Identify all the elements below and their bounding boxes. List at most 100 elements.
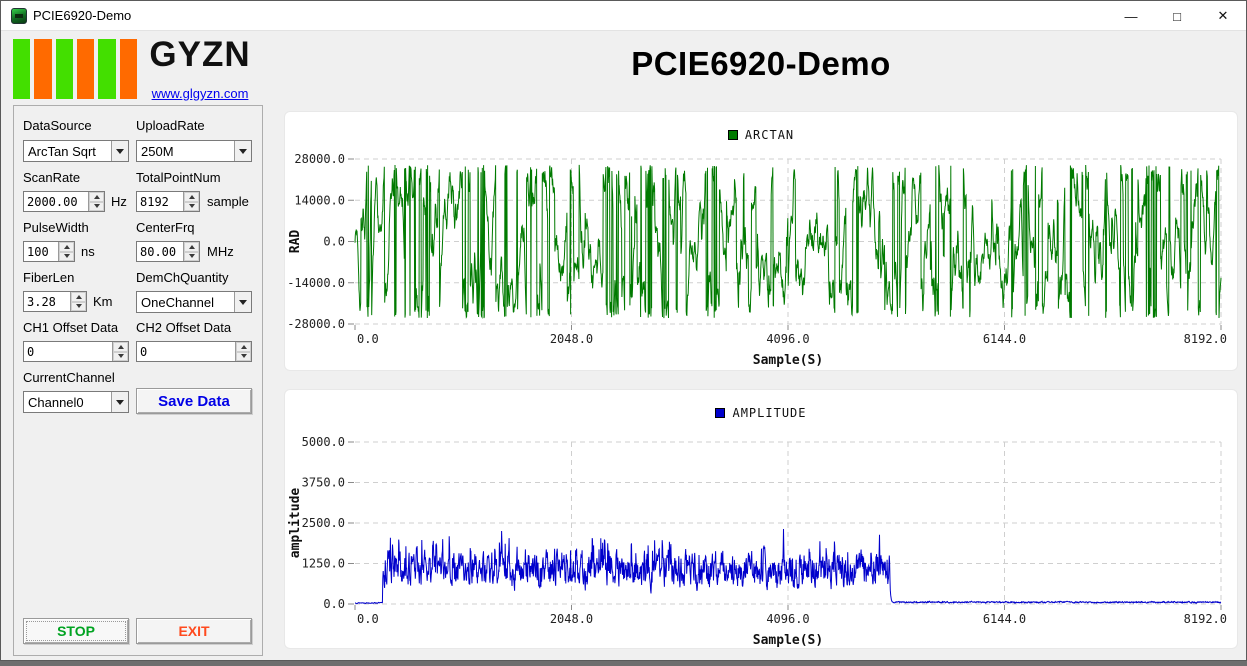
logo-bar [98, 39, 116, 99]
spinner-buttons[interactable] [183, 192, 199, 211]
spinner-buttons[interactable] [58, 242, 74, 261]
exit-button[interactable]: EXIT [136, 618, 252, 644]
spin-up-icon [117, 344, 124, 349]
datasource-select[interactable]: ArcTan Sqrt [23, 140, 129, 162]
app-icon [11, 8, 27, 24]
datasource-label: DataSource [23, 118, 92, 133]
ch1-offset-label: CH1 Offset Data [23, 320, 119, 335]
svg-text:2500.0: 2500.0 [302, 516, 345, 530]
svg-text:5000.0: 5000.0 [302, 435, 345, 449]
scanrate-input[interactable]: 2000.00 [23, 191, 105, 212]
currentchannel-label: CurrentChannel [23, 370, 115, 385]
spin-up-icon [63, 244, 70, 249]
chevron-down-icon[interactable] [111, 141, 128, 161]
uploadrate-select[interactable]: 250M [136, 140, 252, 162]
logo [13, 39, 137, 99]
svg-text:28000.0: 28000.0 [294, 152, 345, 166]
spinner-buttons[interactable] [112, 342, 128, 361]
spin-up-icon [93, 194, 100, 199]
pulsewidth-input[interactable]: 100 [23, 241, 75, 262]
demchquantity-label: DemChQuantity [136, 270, 229, 285]
spinner-buttons[interactable] [88, 192, 104, 211]
website-link[interactable]: www.glgyzn.com [151, 86, 249, 101]
svg-text:6144.0: 6144.0 [983, 332, 1026, 346]
spin-up-icon [75, 294, 82, 299]
svg-text:0.0: 0.0 [357, 612, 379, 626]
svg-text:8192.0: 8192.0 [1184, 612, 1227, 626]
spin-down-icon [188, 204, 195, 209]
totalpointnum-unit: sample [207, 194, 249, 209]
chevron-down-icon[interactable] [234, 141, 251, 161]
spin-down-icon [63, 254, 70, 259]
svg-text:1250.0: 1250.0 [302, 557, 345, 571]
save-data-button[interactable]: Save Data [136, 388, 252, 414]
svg-text:4096.0: 4096.0 [766, 612, 809, 626]
svg-text:-14000.0: -14000.0 [287, 276, 345, 290]
svg-text:0.0: 0.0 [323, 235, 345, 249]
amplitude-chart-panel: AMPLITUDE 5000.0 3750.0 2500.0 1250.0 0.0 0.0… [284, 389, 1238, 649]
svg-text:3750.0: 3750.0 [302, 476, 345, 490]
svg-text:8192.0: 8192.0 [1184, 332, 1227, 346]
svg-text:14000.0: 14000.0 [294, 193, 345, 207]
svg-text:Sample(S): Sample(S) [753, 633, 823, 648]
brand-name: GYZN [149, 35, 251, 74]
spin-up-icon [188, 194, 195, 199]
spin-down-icon [240, 354, 247, 359]
logo-bar [119, 39, 137, 99]
spin-down-icon [117, 354, 124, 359]
logo-bar [34, 39, 52, 99]
svg-text:Sample(S): Sample(S) [753, 353, 823, 368]
spinner-buttons[interactable] [70, 292, 86, 311]
logo-bar [55, 39, 73, 99]
fiberlen-label: FiberLen [23, 270, 75, 285]
amplitude-legend: AMPLITUDE [285, 406, 1237, 420]
spinner-buttons[interactable] [183, 242, 199, 261]
amplitude-chart: 5000.0 3750.0 2500.0 1250.0 0.0 0.0 2048.0 4096… [288, 435, 1227, 648]
spin-up-icon [188, 244, 195, 249]
spin-down-icon [93, 204, 100, 209]
ch2-offset-label: CH2 Offset Data [136, 320, 232, 335]
close-button[interactable]: ✕ [1217, 8, 1229, 23]
centerfrq-input[interactable]: 80.00 [136, 241, 200, 262]
spin-up-icon [240, 344, 247, 349]
settings-groupbox [13, 105, 263, 656]
arctan-chart: 28000.0 14000.0 0.0 -14000.0 -28000.0 0.0 2048… [287, 152, 1227, 368]
chevron-down-icon[interactable] [111, 392, 128, 412]
svg-text:RAD: RAD [288, 230, 303, 254]
svg-text:2048.0: 2048.0 [550, 332, 593, 346]
chevron-down-icon[interactable] [234, 292, 251, 312]
spin-down-icon [75, 304, 82, 309]
stop-button[interactable]: STOP [23, 618, 129, 644]
svg-text:4096.0: 4096.0 [766, 332, 809, 346]
minimize-button[interactable]: — [1124, 8, 1138, 24]
fiberlen-input[interactable]: 3.28 [23, 291, 87, 312]
totalpointnum-input[interactable]: 8192 [136, 191, 200, 212]
fiberlen-unit: Km [93, 294, 113, 309]
centerfrq-label: CenterFrq [136, 220, 195, 235]
svg-text:6144.0: 6144.0 [983, 612, 1026, 626]
legend-swatch-icon [727, 130, 738, 140]
spinner-buttons[interactable] [235, 342, 251, 361]
spin-down-icon [188, 254, 195, 259]
totalpointnum-label: TotalPointNum [136, 170, 221, 185]
page-title: PCIE6920-Demo [631, 45, 891, 82]
logo-bar [13, 39, 31, 99]
title-bar: PCIE6920-Demo — □ ✕ [1, 1, 1246, 31]
svg-text:0.0: 0.0 [323, 597, 345, 611]
centerfrq-unit: MHz [207, 244, 234, 259]
scanrate-label: ScanRate [23, 170, 81, 185]
maximize-button[interactable]: □ [1173, 8, 1181, 24]
pulsewidth-label: PulseWidth [23, 220, 89, 235]
ch1-offset-input[interactable]: 0 [23, 341, 129, 362]
window-title: PCIE6920-Demo [33, 8, 132, 23]
svg-text:-28000.0: -28000.0 [287, 317, 345, 331]
window-controls: — □ ✕ [1108, 1, 1246, 31]
ch2-offset-input[interactable]: 0 [136, 341, 252, 362]
legend-swatch-icon [715, 408, 726, 418]
svg-text:amplitude: amplitude [288, 488, 303, 559]
demchquantity-select[interactable]: OneChannel [136, 291, 252, 313]
logo-bar [76, 39, 95, 99]
currentchannel-select[interactable]: Channel0 [23, 391, 129, 413]
uploadrate-label: UploadRate [136, 118, 205, 133]
